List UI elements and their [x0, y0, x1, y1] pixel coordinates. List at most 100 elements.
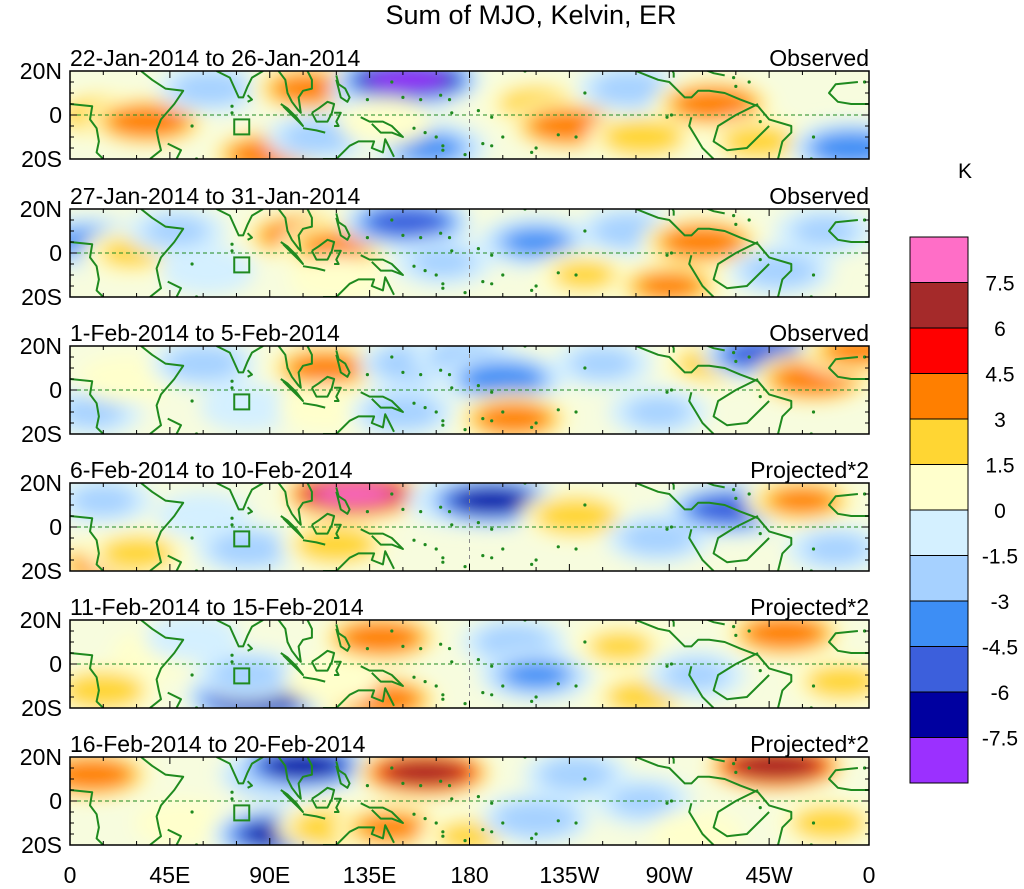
anomaly-blob-6-level-1 — [277, 383, 373, 432]
panel-ticks — [69, 756, 870, 846]
panel-ticks — [69, 208, 870, 298]
coastline-19 — [712, 378, 770, 427]
y-tick-label: 0 — [49, 102, 62, 128]
coastline-5 — [246, 780, 253, 789]
island-19 — [515, 342, 518, 345]
island-7 — [441, 148, 445, 152]
coastline-10 — [334, 249, 342, 265]
island-3 — [190, 124, 194, 128]
island-29 — [583, 91, 587, 95]
island-27 — [476, 109, 480, 113]
island-28 — [490, 527, 494, 531]
island-31 — [669, 113, 674, 117]
island-11 — [365, 236, 370, 240]
anomaly-blob-15-level-2 — [803, 534, 868, 564]
anomaly-blob-16-level-2 — [792, 216, 857, 246]
island-35 — [758, 806, 762, 810]
anomaly-blob-8-level-6 — [365, 71, 450, 91]
island-21 — [534, 146, 538, 150]
anomaly-blob-2-level-3 — [106, 105, 189, 138]
island-17 — [441, 556, 445, 560]
island-1 — [230, 516, 234, 520]
island-8 — [463, 291, 467, 295]
island-17 — [441, 693, 445, 697]
coastline-6 — [277, 346, 313, 389]
island-37 — [811, 135, 816, 139]
coastline-6 — [277, 757, 313, 800]
coastline-15 — [635, 483, 793, 571]
island-5 — [423, 269, 427, 273]
anomaly-blob-3-level-2 — [71, 485, 136, 516]
coastline-19 — [712, 789, 770, 838]
panel-ticks — [69, 482, 870, 572]
coastline-12 — [360, 391, 404, 413]
anomaly-blob-7-level-1 — [289, 255, 384, 297]
island-27 — [476, 658, 480, 662]
island-5 — [423, 680, 427, 684]
coastline-10 — [334, 386, 342, 402]
island-3 — [190, 262, 194, 266]
colorbar-swatch-4 — [909, 373, 969, 420]
anomaly-blob-5-level-2 — [210, 658, 285, 692]
island-22 — [556, 408, 560, 412]
coastline-7 — [280, 652, 304, 676]
anomaly-field — [70, 620, 869, 708]
y-tick-label: 20N — [20, 196, 62, 222]
anomaly-blob-12-level-2 — [620, 521, 696, 555]
y-tick-label: 20S — [21, 284, 62, 310]
colorbar-label: -1.5 — [982, 546, 1018, 569]
panel-ticks — [69, 70, 870, 160]
coastline-5 — [246, 94, 253, 103]
island-19 — [515, 753, 518, 756]
island-22 — [556, 271, 560, 275]
coastline-10 — [334, 111, 342, 127]
island-7 — [441, 560, 445, 564]
island-28 — [490, 115, 494, 119]
colorbar-swatch-8 — [909, 555, 969, 602]
island-15 — [439, 642, 443, 646]
coastlines — [70, 753, 869, 845]
colorbar-label: -3 — [991, 591, 1010, 614]
coastline-2 — [140, 346, 185, 434]
island-2 — [230, 523, 234, 527]
colorbar-swatch-2 — [909, 282, 969, 329]
island-34 — [732, 762, 736, 766]
island-7 — [441, 834, 445, 838]
island-38 — [862, 218, 867, 222]
coastline-15 — [635, 620, 793, 708]
island-24 — [481, 554, 485, 558]
colorbar-swatch-9 — [909, 600, 969, 647]
coastline-1 — [70, 241, 105, 297]
coastline-18 — [705, 483, 725, 489]
anomaly-blob-13-level-3 — [636, 273, 702, 297]
anomaly-field — [70, 346, 869, 434]
anomaly-blob-13-level-2 — [625, 397, 691, 427]
x-tick-label: 135E — [343, 862, 397, 888]
coastline-7 — [280, 103, 304, 127]
coastline-3 — [167, 554, 182, 571]
coastline-9 — [311, 238, 336, 261]
island-26 — [574, 684, 578, 688]
island-21 — [534, 284, 538, 288]
island-6 — [434, 684, 438, 688]
island-23 — [490, 282, 494, 286]
island-16 — [447, 647, 452, 651]
coastline-1 — [70, 789, 105, 845]
island-35 — [758, 669, 762, 673]
y-tick-label: 20N — [20, 58, 62, 84]
island-27 — [476, 247, 480, 251]
coastline-16 — [688, 528, 715, 571]
panel-1: 22-Jan-2014 to 26-Jan-2014 Observed 20N 0 20… — [20, 45, 870, 172]
island-1 — [230, 790, 234, 794]
island-10 — [450, 523, 454, 527]
island-29 — [583, 640, 587, 644]
island-16 — [447, 510, 452, 514]
island-8 — [463, 153, 467, 157]
island-13 — [401, 233, 405, 237]
coastline-5 — [246, 232, 253, 241]
anomaly-blob-1-level-2 — [70, 671, 145, 708]
island-32 — [734, 770, 738, 775]
anomaly-blob-5-level-2 — [210, 532, 285, 566]
anomaly-blob-14-level-2 — [591, 71, 667, 106]
island-11 — [365, 784, 370, 788]
